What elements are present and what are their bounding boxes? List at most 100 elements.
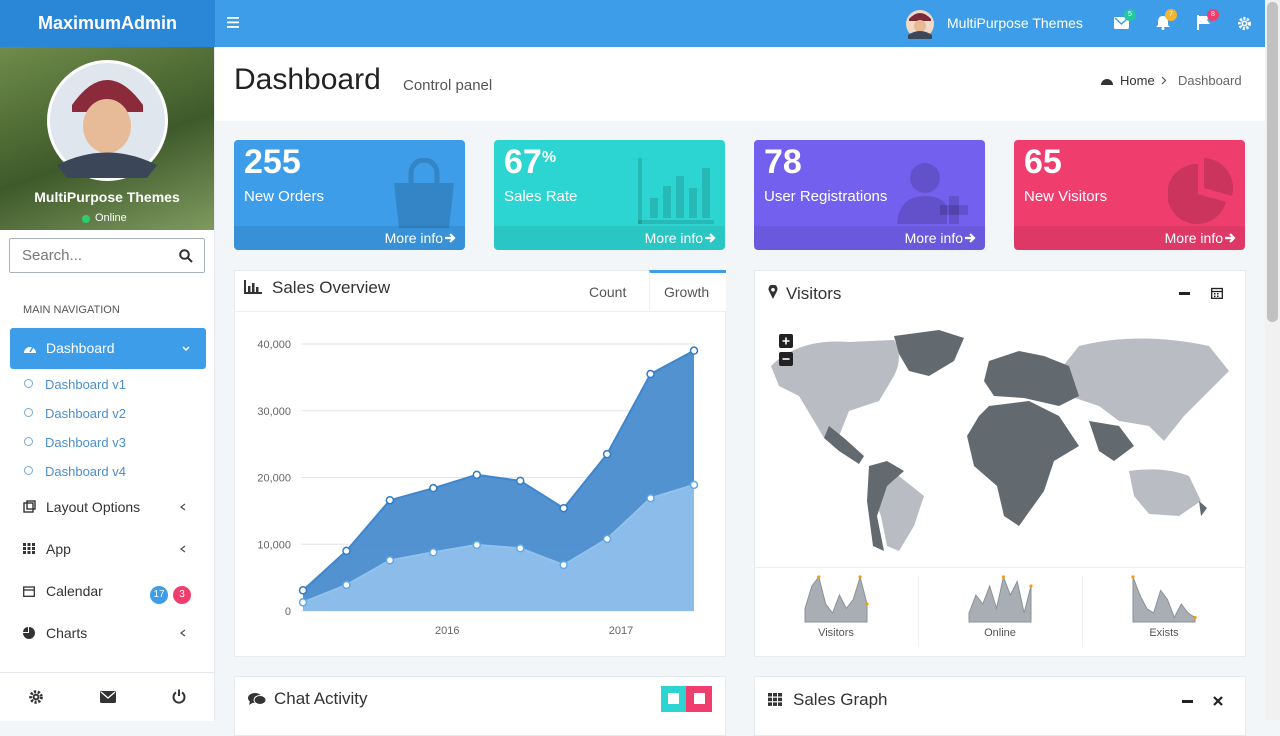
data-point bbox=[429, 548, 438, 557]
profile-avatar[interactable] bbox=[47, 60, 168, 181]
brand[interactable]: MaximumAdmin bbox=[0, 0, 215, 47]
visitors-panel: Visitors Visitors Online Exists bbox=[754, 270, 1246, 657]
sidebar-footer bbox=[0, 672, 214, 721]
arrow-icon bbox=[445, 233, 456, 243]
search-box[interactable]: Search... bbox=[9, 238, 205, 273]
scroll-thumb[interactable] bbox=[1267, 2, 1278, 322]
footer-power[interactable] bbox=[172, 689, 186, 704]
breadcrumb-sep bbox=[1161, 76, 1167, 85]
arrow-icon bbox=[1225, 233, 1236, 243]
footer-settings[interactable] bbox=[29, 690, 43, 704]
sparkline-label: Exists bbox=[1149, 627, 1179, 639]
sub-dot bbox=[24, 379, 33, 388]
chat-panel: Chat Activity bbox=[234, 676, 726, 736]
chevrons bbox=[180, 503, 186, 637]
nav-subitem[interactable]: Dashboard v3 bbox=[45, 435, 126, 450]
chevron-down bbox=[182, 346, 190, 352]
stat-link[interactable]: More info bbox=[1164, 230, 1223, 246]
calendar-button[interactable] bbox=[1211, 287, 1223, 299]
collapse-button[interactable] bbox=[1179, 292, 1190, 295]
collapse-button[interactable] bbox=[1182, 700, 1193, 703]
tab-growth[interactable]: Growth bbox=[649, 270, 726, 311]
stat-value: 67% bbox=[504, 143, 556, 182]
stat-link[interactable]: More info bbox=[384, 230, 443, 246]
nav-item[interactable]: Charts bbox=[46, 625, 88, 641]
data-point bbox=[559, 560, 568, 570]
nav-subitem[interactable]: Dashboard v4 bbox=[45, 464, 126, 479]
stat-footer[interactable]: More info bbox=[754, 226, 985, 250]
home-icon bbox=[1101, 79, 1113, 85]
stat-number: 67 bbox=[504, 143, 542, 181]
data-point bbox=[472, 470, 482, 480]
app-icon bbox=[23, 543, 35, 554]
y-tick-label: 0 bbox=[285, 606, 291, 618]
stat-footer[interactable]: More info bbox=[234, 226, 465, 250]
sparklines: Visitors Online Exists bbox=[804, 575, 1197, 639]
stat-label: New Orders bbox=[244, 188, 325, 205]
user-name[interactable]: MultiPurpose Themes bbox=[947, 15, 1083, 31]
breadcrumb-current: Dashboard bbox=[1178, 73, 1242, 88]
data-point bbox=[342, 546, 351, 556]
arrow-icon bbox=[705, 233, 716, 243]
nav-subitem[interactable]: Dashboard v2 bbox=[45, 406, 126, 421]
y-tick-label: 10,000 bbox=[257, 539, 291, 551]
sparkline-peak bbox=[817, 575, 821, 579]
sub-dot bbox=[24, 408, 33, 417]
user-avatar[interactable] bbox=[905, 9, 935, 39]
area-fill bbox=[303, 484, 694, 611]
stat-footer[interactable]: More info bbox=[1014, 226, 1245, 250]
chart-icon bbox=[244, 280, 262, 294]
world-map[interactable] bbox=[769, 326, 1239, 561]
search-icon[interactable] bbox=[179, 249, 193, 263]
nav-item[interactable]: Layout Options bbox=[46, 499, 141, 515]
close-button[interactable] bbox=[1213, 696, 1223, 706]
sales-overview-panel: Sales Overview Count Growth 0 10,000 20,00… bbox=[234, 270, 726, 657]
y-tick-label: 30,000 bbox=[257, 406, 291, 418]
page-subtitle: Control panel bbox=[403, 77, 493, 94]
chat-toggle[interactable] bbox=[686, 686, 712, 712]
stat-footer[interactable]: More info bbox=[494, 226, 725, 250]
stat-box: 67% Sales Rate More info bbox=[494, 140, 725, 250]
nav-subitem[interactable]: Dashboard v1 bbox=[45, 377, 126, 392]
data-point bbox=[515, 476, 525, 486]
stat-link[interactable]: More info bbox=[644, 230, 703, 246]
calendar-badge: 17 bbox=[150, 586, 168, 604]
scrollbar[interactable] bbox=[1265, 0, 1280, 720]
profile-name: MultiPurpose Themes bbox=[34, 189, 180, 205]
sparkline-peak bbox=[858, 575, 862, 579]
footer-mail[interactable] bbox=[100, 691, 116, 703]
column-divider bbox=[918, 576, 919, 646]
profile-status: Online bbox=[95, 212, 127, 224]
menu-toggle[interactable] bbox=[227, 17, 239, 28]
sparkline-peak bbox=[1001, 575, 1006, 579]
chat-toggle[interactable] bbox=[661, 686, 686, 712]
stat-icon bbox=[1168, 158, 1234, 224]
zoom-out[interactable] bbox=[779, 352, 793, 366]
nav-item[interactable]: Calendar bbox=[46, 583, 103, 599]
stat-box: 78 User Registrations More info bbox=[754, 140, 985, 250]
tab-growth-label: Growth bbox=[664, 284, 710, 300]
tab-count[interactable]: Count bbox=[589, 284, 627, 300]
data-point bbox=[472, 540, 482, 550]
nav-active[interactable]: Dashboard bbox=[10, 328, 206, 369]
data-point bbox=[602, 534, 612, 544]
panel-divider bbox=[755, 567, 1245, 568]
plus-icon bbox=[782, 337, 790, 345]
sidebar: MultiPurpose Themes Online Search... MAI… bbox=[0, 47, 215, 721]
y-tick-label: 40,000 bbox=[257, 339, 291, 351]
nav-item[interactable]: App bbox=[46, 541, 71, 557]
panel-title: Visitors bbox=[786, 284, 842, 303]
column-divider bbox=[1082, 576, 1083, 646]
data-point bbox=[385, 556, 395, 565]
sparkline-peak bbox=[1131, 575, 1135, 579]
sparkline-last bbox=[1029, 584, 1033, 588]
stat-link[interactable]: More info bbox=[904, 230, 963, 246]
zoom-in[interactable] bbox=[779, 334, 793, 348]
stat-label: User Registrations bbox=[764, 188, 888, 205]
nav-active-label: Dashboard bbox=[46, 340, 115, 356]
calendar-badge: 3 bbox=[173, 586, 191, 604]
nav-header: MAIN NAVIGATION bbox=[23, 304, 120, 316]
settings-icon[interactable] bbox=[1238, 17, 1251, 30]
area-line bbox=[302, 483, 695, 604]
breadcrumb-home[interactable]: Home bbox=[1120, 73, 1155, 88]
